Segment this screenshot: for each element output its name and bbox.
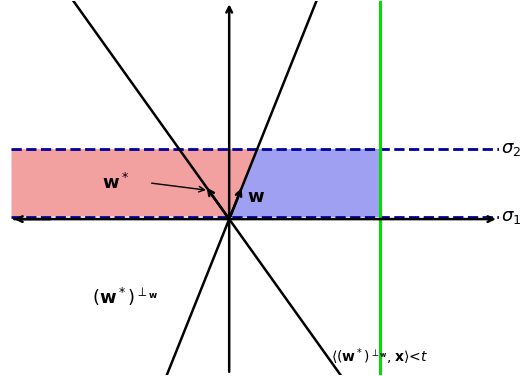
Text: $\sigma_2$: $\sigma_2$ [501, 140, 520, 158]
Text: $\left(\mathbf{w}^*\right)^{\perp_{\mathbf{w}}}$: $\left(\mathbf{w}^*\right)^{\perp_{\math… [93, 286, 159, 308]
Polygon shape [230, 149, 380, 217]
Text: $\left\langle(\mathbf{w}^*)^{\perp_{\mathbf{w}}},\mathbf{x}\right\rangle\!<\!t$: $\left\langle(\mathbf{w}^*)^{\perp_{\mat… [331, 346, 428, 367]
Text: $\sigma_1$: $\sigma_1$ [501, 208, 520, 226]
Text: $\mathbf{w}$: $\mathbf{w}$ [247, 188, 265, 206]
Text: $\mathbf{w}^*$: $\mathbf{w}^*$ [101, 173, 129, 193]
Polygon shape [11, 149, 257, 217]
